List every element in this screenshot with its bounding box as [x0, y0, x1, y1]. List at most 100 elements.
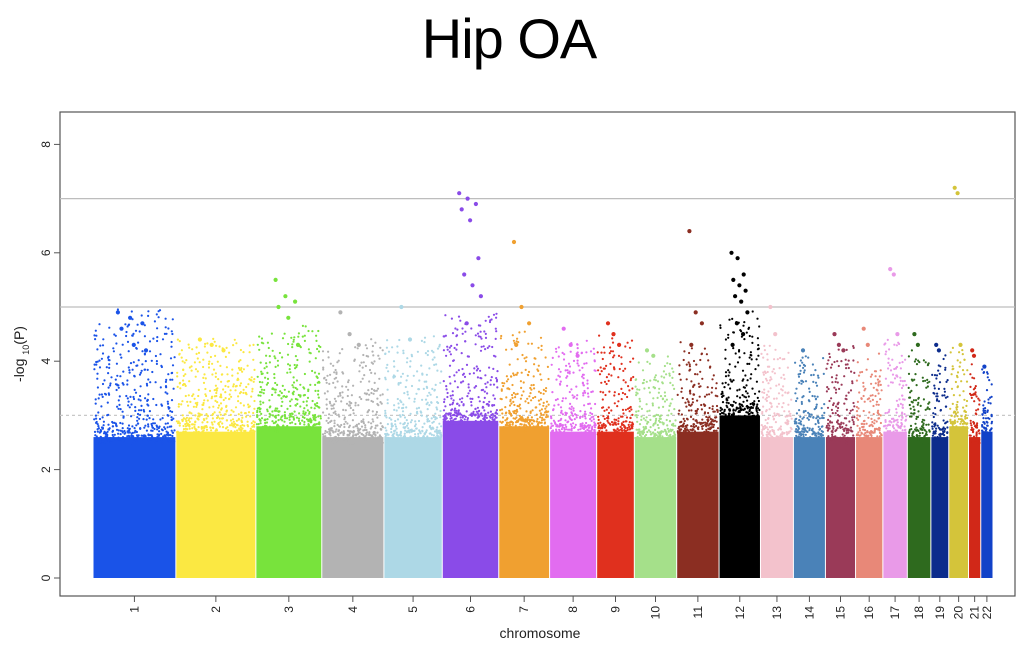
snp-point: [127, 424, 131, 427]
snp-point: [897, 341, 900, 344]
snp-point: [884, 377, 888, 380]
snp-point: [624, 367, 627, 370]
snp-point: [487, 403, 490, 406]
snp-point: [822, 357, 825, 360]
snp-point: [898, 435, 901, 438]
snp-point: [155, 403, 158, 407]
peak-point: [143, 348, 149, 353]
snp-point: [705, 424, 708, 427]
snp-point: [877, 352, 881, 355]
snp-point: [177, 403, 180, 406]
snp-point: [426, 408, 429, 411]
snp-point: [642, 426, 645, 429]
snp-point: [98, 366, 102, 369]
snp-point: [579, 428, 582, 431]
snp-point: [386, 339, 389, 342]
snp-point: [616, 432, 620, 435]
peak-point: [734, 321, 740, 326]
snp-point: [296, 388, 299, 391]
snp-point: [918, 361, 921, 364]
snp-point: [147, 425, 150, 428]
snp-point: [487, 420, 490, 423]
snp-point: [95, 420, 98, 424]
snp-point: [291, 421, 294, 424]
snp-point: [893, 377, 897, 380]
chromosome-11-points: [676, 229, 720, 578]
snp-point: [848, 412, 851, 415]
snp-point: [502, 426, 505, 429]
snp-point: [211, 373, 214, 376]
snp-point: [281, 419, 284, 422]
snp-point: [402, 403, 405, 406]
snp-point: [185, 434, 189, 437]
snp-point: [305, 400, 308, 403]
snp-point: [755, 408, 758, 411]
snp-point: [950, 373, 953, 376]
snp-point: [147, 404, 150, 407]
snp-point: [239, 348, 242, 352]
snp-point: [499, 409, 502, 412]
snp-point: [686, 398, 689, 401]
snp-point: [926, 407, 929, 410]
snp-point: [178, 340, 181, 343]
peak-point: [338, 310, 343, 315]
snp-point: [560, 428, 564, 431]
snp-point: [875, 388, 878, 391]
snp-point: [93, 430, 97, 433]
snp-point: [223, 436, 226, 439]
snp-point: [332, 441, 335, 444]
snp-point: [334, 386, 337, 389]
snp-point: [330, 407, 333, 410]
snp-point: [659, 432, 663, 435]
snp-point: [140, 369, 143, 372]
snp-point: [307, 348, 310, 351]
snp-point: [936, 392, 939, 395]
snp-point: [898, 398, 901, 401]
snp-point: [426, 418, 429, 421]
snp-point: [546, 425, 550, 428]
snp-point: [482, 401, 485, 404]
snp-point: [343, 418, 346, 421]
snp-point: [470, 400, 473, 404]
snp-point: [760, 352, 763, 355]
chromosome-7-dense-band: [499, 426, 550, 578]
snp-point: [314, 419, 317, 422]
snp-point: [226, 373, 229, 376]
snp-point: [648, 409, 651, 412]
snp-point: [761, 391, 764, 394]
snp-point: [557, 368, 561, 371]
snp-point: [835, 377, 838, 380]
snp-point: [298, 430, 302, 433]
snp-point: [196, 357, 199, 360]
snp-point: [559, 383, 562, 386]
snp-point: [630, 377, 633, 380]
snp-point: [211, 417, 214, 420]
snp-point: [619, 431, 622, 434]
snp-point: [539, 336, 543, 339]
snp-point: [230, 430, 233, 433]
snp-point: [221, 431, 224, 435]
snp-point: [368, 380, 371, 383]
snp-point: [474, 413, 477, 416]
snp-point: [463, 418, 466, 421]
snp-point: [781, 432, 784, 435]
chromosome-20-points: [949, 185, 969, 578]
snp-point: [637, 361, 640, 364]
snp-point: [229, 424, 232, 427]
snp-point: [362, 434, 365, 437]
snp-point: [402, 440, 406, 443]
snp-point: [594, 424, 597, 427]
snp-point: [266, 430, 269, 433]
snp-point: [442, 418, 445, 421]
snp-point: [762, 373, 766, 376]
snp-point: [265, 362, 268, 365]
snp-point: [579, 415, 582, 418]
snp-point: [490, 318, 493, 321]
snp-point: [128, 371, 131, 374]
snp-point: [430, 428, 433, 431]
snp-point: [796, 425, 799, 428]
snp-point: [280, 391, 283, 395]
snp-point: [617, 417, 620, 420]
peak-point: [895, 332, 900, 337]
snp-point: [255, 423, 258, 426]
